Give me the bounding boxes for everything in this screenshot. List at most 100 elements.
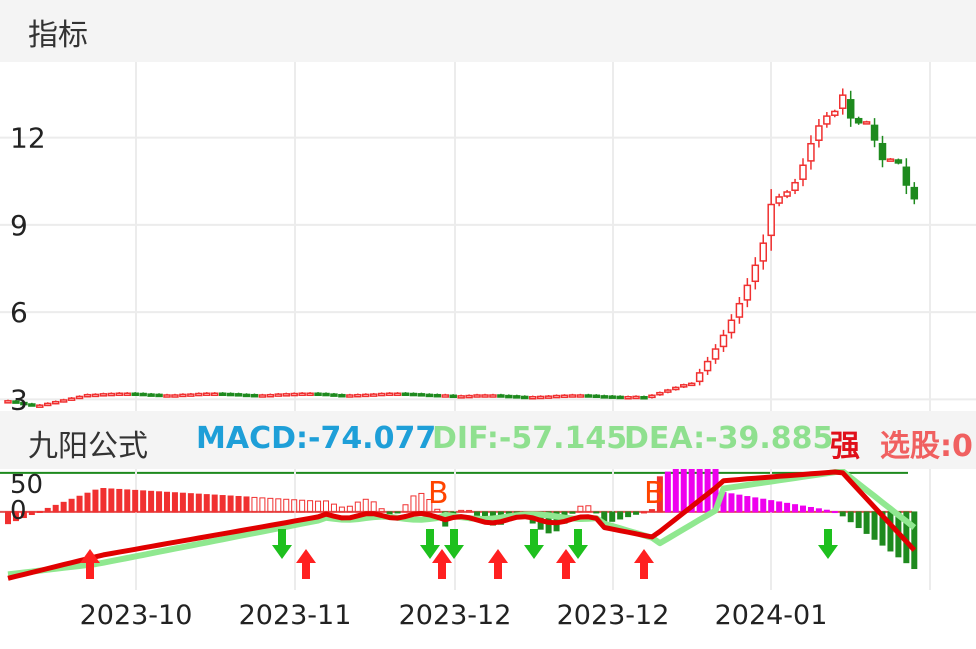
macd-bar [394, 511, 401, 514]
macd-value: MACD:-74.077 [196, 421, 437, 456]
up-arrow-icon [80, 549, 100, 579]
macd-bar [800, 505, 806, 513]
macd-bar [338, 506, 345, 513]
up-arrow-icon [556, 549, 576, 579]
macd-bar [227, 495, 234, 513]
buy-signal-label: B [428, 476, 449, 511]
candle [894, 159, 903, 164]
candle [425, 393, 434, 398]
candle [640, 395, 648, 400]
macd-bar [315, 500, 322, 513]
candle [36, 404, 44, 408]
macd-bar [211, 494, 218, 513]
candle [179, 393, 187, 398]
candle [369, 393, 378, 397]
candle [616, 395, 624, 400]
macd-bar [466, 509, 473, 513]
candle [680, 384, 688, 388]
macd-bar [386, 511, 393, 515]
macd-bar [609, 511, 616, 522]
candle [290, 392, 298, 397]
candle [83, 393, 92, 398]
strong-label: 强 [830, 429, 860, 464]
macd-bar [195, 493, 202, 513]
candle [75, 395, 84, 400]
macd-bar [362, 498, 369, 513]
indicator-name[interactable]: 九阳公式 [28, 429, 148, 464]
candle [711, 348, 720, 360]
candle [330, 393, 338, 397]
candle [751, 264, 760, 283]
x-tick-label: 2023-12 [398, 600, 512, 631]
up-arrow-icon [296, 549, 316, 579]
indicator-legend: 九阳公式 MACD:-74.077 DIF:-57.145 DEA:-39.88… [0, 411, 976, 469]
candle [862, 121, 871, 125]
candle [354, 393, 362, 398]
candle [854, 117, 863, 124]
macd-bar [585, 505, 592, 513]
candle [632, 395, 640, 400]
macd-bar [251, 496, 258, 513]
up-arrow-icon [634, 549, 654, 579]
candle [457, 395, 465, 399]
macd-bar [378, 508, 385, 513]
dea-value: DEA:-39.885 [624, 421, 834, 456]
candle [592, 394, 601, 399]
candle [536, 395, 545, 400]
macd-bar [219, 495, 226, 513]
x-tick-label: 2023-11 [238, 600, 352, 631]
macd-bar [633, 511, 640, 515]
macd-bar [291, 499, 298, 513]
macd-bar [148, 490, 155, 513]
y-tick-label: 6 [10, 296, 28, 329]
macd-bar [728, 493, 735, 513]
candle [473, 394, 481, 398]
y-tick-label: 9 [10, 209, 28, 242]
macd-bar [911, 511, 918, 570]
candle [409, 392, 418, 397]
candle [99, 393, 108, 397]
macd-bar [792, 504, 799, 513]
macd-bar [156, 491, 163, 513]
macd-chart: B B 500 [0, 469, 931, 590]
macd-bar [656, 476, 663, 513]
macd-bar [283, 498, 290, 513]
down-arrow-icon [272, 529, 292, 559]
candle [362, 393, 370, 398]
candle [59, 399, 68, 403]
candle [306, 392, 314, 397]
macd-bar [354, 501, 361, 513]
candle [322, 392, 330, 397]
macd-bar [330, 503, 337, 513]
macd-bar [815, 508, 822, 513]
macd-bar [839, 511, 846, 517]
macd-bar [760, 498, 767, 513]
macd-bar [426, 499, 433, 513]
candle [839, 94, 847, 109]
candle [107, 392, 116, 397]
dif-value: DIF:-57.145 [432, 421, 628, 456]
candle [258, 394, 267, 398]
macd-bar [307, 500, 314, 513]
down-arrow-icon [568, 529, 588, 559]
macd-bar [76, 495, 83, 513]
candle [560, 394, 569, 399]
down-arrow-icon [524, 529, 544, 559]
candle [703, 360, 712, 372]
candle [195, 392, 203, 397]
candle [791, 181, 799, 192]
candle [274, 393, 283, 397]
candle [497, 394, 505, 398]
macd-bar [259, 497, 266, 513]
candle [377, 392, 386, 397]
macd-bar [60, 501, 67, 513]
candle [743, 284, 752, 301]
macd-bar [370, 501, 377, 513]
macd-bar [458, 509, 465, 513]
candle [648, 394, 656, 399]
candle [401, 392, 410, 397]
macd-bar [171, 492, 178, 513]
macd-bar [688, 469, 695, 513]
macd-bar [108, 488, 115, 513]
candle [672, 386, 680, 391]
